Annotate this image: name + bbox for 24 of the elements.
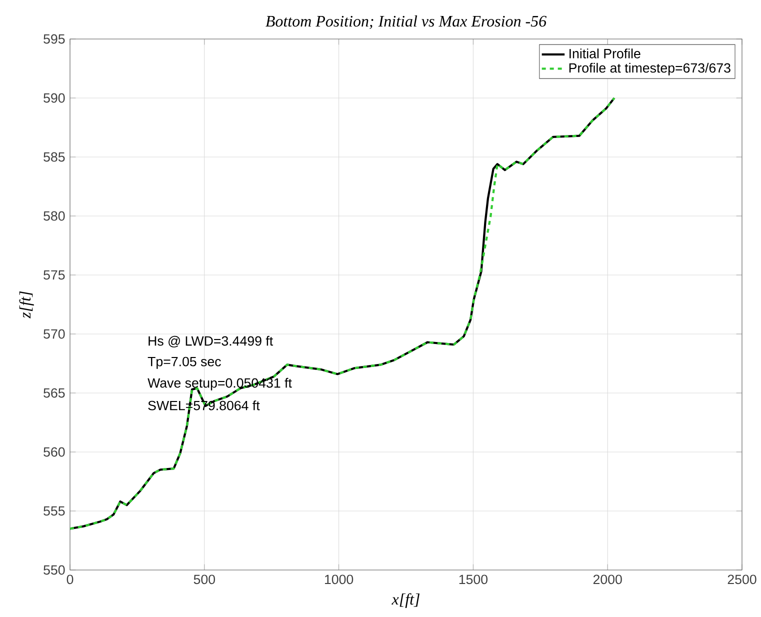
y-tick-label: 565 xyxy=(44,388,65,398)
annotation: Tp=7.05 sec xyxy=(148,356,221,369)
line-series xyxy=(70,96,616,530)
y-tick-label: 590 xyxy=(44,93,65,103)
y-tick-label: 570 xyxy=(44,329,65,339)
annotation: Hs @ LWD=3.4499 ft xyxy=(148,336,274,348)
y-axis-title: z[ft] xyxy=(19,291,34,318)
x-tick-label: 1500 xyxy=(459,574,488,584)
chart-title: Bottom Position; Initial vs Max Erosion -56 xyxy=(266,15,547,29)
y-tick-label: 585 xyxy=(44,152,65,162)
y-tick-label: 580 xyxy=(44,211,65,221)
y-tick-label: 550 xyxy=(44,565,65,575)
x-tick-label: 2500 xyxy=(728,574,756,584)
y-tick-label: 560 xyxy=(44,447,65,457)
y-tick-label: 595 xyxy=(44,34,65,44)
y-tick-label: 555 xyxy=(44,506,65,516)
y-tick-label: 575 xyxy=(44,270,65,280)
x-tick-label: 0 xyxy=(66,574,74,584)
x-axis-title: x[ft] xyxy=(392,593,420,608)
x-tick-label: 1000 xyxy=(324,574,354,584)
x-tick-label: 2000 xyxy=(593,574,622,584)
legend-label: Initial Profile xyxy=(570,48,640,58)
x-tick-label: 500 xyxy=(194,574,216,584)
legend-label: Profile at timestep=673/673 xyxy=(569,62,730,76)
